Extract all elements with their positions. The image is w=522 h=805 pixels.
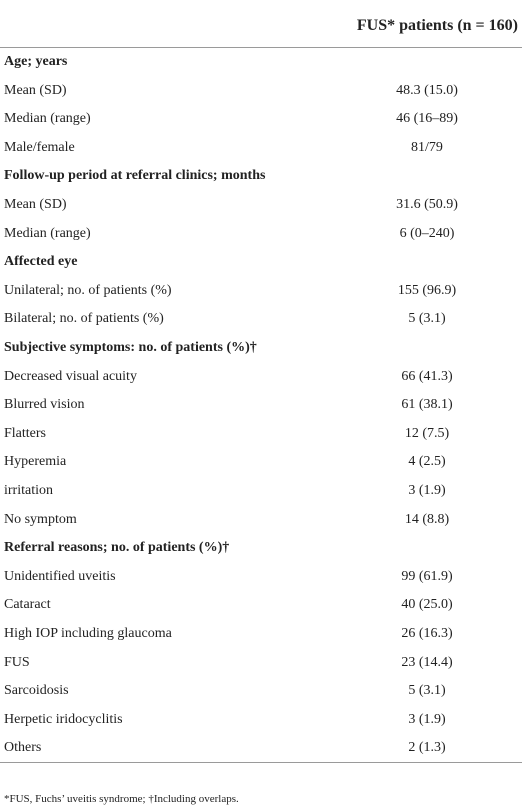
row-label: Herpetic iridocyclitis xyxy=(4,711,123,727)
row-label: Decreased visual acuity xyxy=(4,368,137,384)
row-value: 99 (61.9) xyxy=(401,568,453,584)
row-label: Blurred vision xyxy=(4,397,85,413)
row-label: High IOP including glaucoma xyxy=(4,626,172,641)
row-value: 2 (1.3) xyxy=(408,740,446,756)
row-value: 5 (3.1) xyxy=(408,311,446,327)
row-label: FUS xyxy=(4,654,30,670)
row-value: 26 (16.3) xyxy=(401,626,453,641)
section-title: Referral reasons; no. of patients (%)† xyxy=(4,540,230,556)
row-value: 31.6 (50.9) xyxy=(396,197,458,212)
section-title: Follow-up period at referral clinics; mo… xyxy=(4,168,266,184)
row-label: Unidentified uveitis xyxy=(4,568,116,584)
row-label: Median (range) xyxy=(4,111,91,127)
row-value: 46 (16–89) xyxy=(396,111,458,127)
row-label: Sarcoidosis xyxy=(4,683,69,699)
row-value: 66 (41.3) xyxy=(401,368,453,384)
row-value: 12 (7.5) xyxy=(404,425,450,441)
row-value: 14 (8.8) xyxy=(404,511,450,527)
row-value: 81/79 xyxy=(411,139,443,155)
row-label: Bilateral; no. of patients (%) xyxy=(4,311,164,327)
row-label: Others xyxy=(4,740,42,756)
table-header: FUS* patients (n = 160) xyxy=(356,17,518,34)
row-value: 6 (0–240) xyxy=(399,225,455,241)
row-value: 4 (2.5) xyxy=(408,454,446,470)
header-rule xyxy=(0,47,522,48)
row-label: irritation xyxy=(4,483,53,498)
row-value: 23 (14.4) xyxy=(401,654,453,670)
section-title: Affected eye xyxy=(4,254,78,270)
row-value: 48.3 (15.0) xyxy=(396,82,458,98)
row-label: Median (range) xyxy=(4,225,91,241)
row-value: 61 (38.1) xyxy=(401,397,453,413)
row-value: 40 (25.0) xyxy=(401,597,453,613)
row-label: Flatters xyxy=(4,425,46,441)
section-title: Age; years xyxy=(4,54,68,69)
row-value: 3 (1.9) xyxy=(408,711,446,727)
row-label: Mean (SD) xyxy=(4,197,67,212)
row-value: 3 (1.9) xyxy=(408,483,446,498)
bottom-rule xyxy=(0,762,522,763)
row-value: 155 (96.9) xyxy=(397,282,457,298)
row-label: Mean (SD) xyxy=(4,82,67,98)
row-value: 5 (3.1) xyxy=(408,683,446,699)
row-label: No symptom xyxy=(4,511,77,527)
row-label: Male/female xyxy=(4,139,75,155)
footnote: *FUS, Fuchs’ uveitis syndrome; †Includin… xyxy=(4,793,239,805)
row-label: Unilateral; no. of patients (%) xyxy=(4,282,172,298)
row-label: Cataract xyxy=(4,597,51,613)
row-label: Hyperemia xyxy=(4,454,67,470)
section-title: Subjective symptoms: no. of patients (%)… xyxy=(4,340,257,355)
